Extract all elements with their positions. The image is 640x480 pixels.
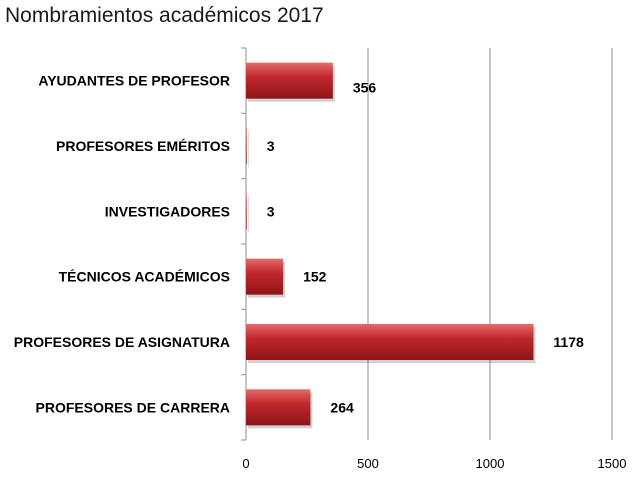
x-tick-label: 0 bbox=[242, 456, 249, 471]
bar bbox=[246, 62, 333, 99]
bar-shadow bbox=[248, 196, 249, 233]
bar-shadow bbox=[248, 131, 249, 167]
value-label: 3 bbox=[267, 203, 275, 219]
bar bbox=[246, 389, 311, 426]
bar bbox=[246, 324, 534, 360]
gridlines bbox=[367, 48, 613, 440]
category-label: PROFESORES EMÉRITOS bbox=[56, 138, 230, 154]
value-label: 356 bbox=[353, 80, 377, 96]
value-label: 264 bbox=[330, 399, 354, 415]
chart-title: Nombramientos académicos 2017 bbox=[5, 4, 324, 27]
category-label: TÉCNICOS ACADÉMICOS bbox=[59, 269, 230, 285]
value-label: 3 bbox=[267, 138, 275, 154]
x-tick-label: 1000 bbox=[476, 456, 505, 471]
x-tick-label: 500 bbox=[357, 456, 379, 471]
category-label: PROFESORES DE ASIGNATURA bbox=[14, 334, 230, 350]
value-label: 152 bbox=[303, 269, 327, 285]
x-tick-label: 1500 bbox=[598, 456, 627, 471]
category-label: PROFESORES DE CARRERA bbox=[36, 399, 230, 415]
bars bbox=[246, 62, 536, 429]
category-label: INVESTIGADORES bbox=[105, 203, 230, 219]
value-label: 1178 bbox=[553, 334, 584, 350]
axes bbox=[241, 47, 247, 441]
bar bbox=[246, 258, 284, 295]
bar bbox=[246, 193, 247, 230]
labels: 0 500 1000 1500 AYUDANTES DE PROFESOR 356 PROF… bbox=[14, 73, 627, 471]
category-label: AYUDANTES DE PROFESOR bbox=[38, 73, 230, 89]
bar bbox=[246, 128, 247, 164]
